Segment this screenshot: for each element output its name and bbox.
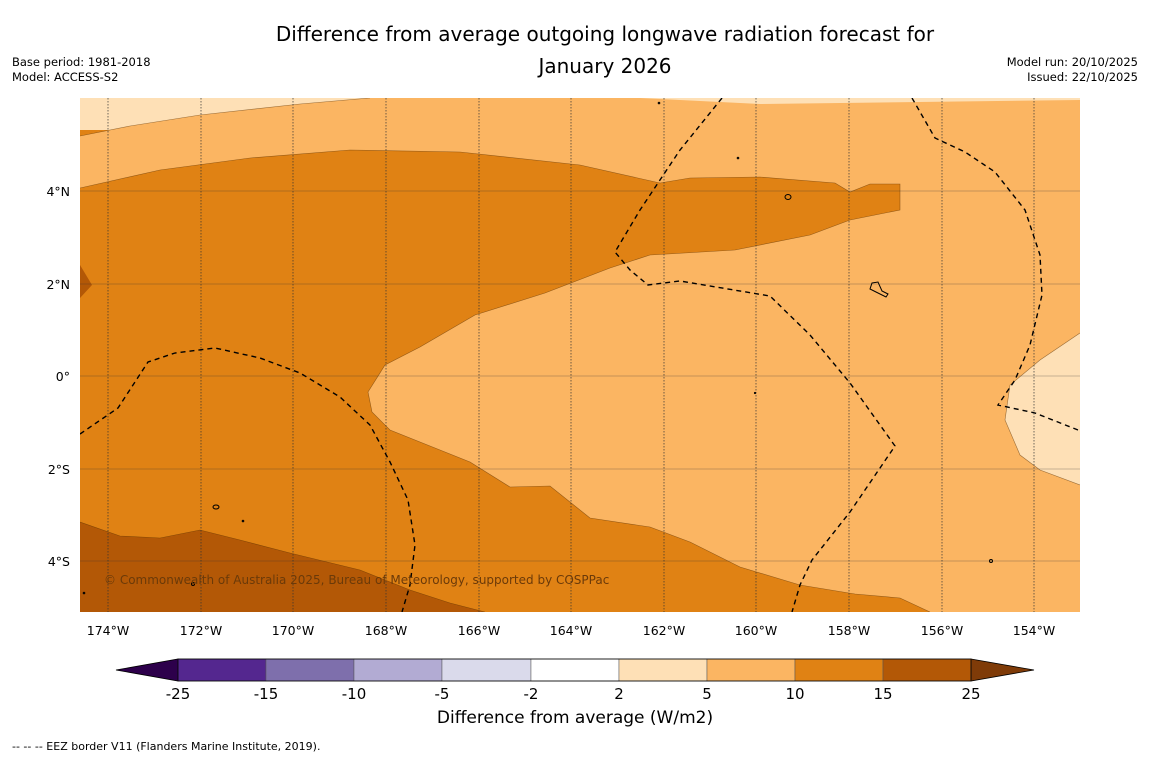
colorbar-tick-label: -10	[342, 685, 367, 703]
island-outline	[212, 504, 220, 510]
map-fill-layers: © Commonwealth of Australia 2025, Bureau…	[80, 98, 1080, 612]
longitude-label: 160°W	[735, 623, 777, 638]
island-outline	[869, 281, 889, 298]
colorbar-tick-label: -25	[166, 685, 191, 703]
colorbar: -25 -15 -10 -5 -2 2 5 10 15 25	[115, 658, 1035, 703]
colorbar-tick-label: -15	[254, 685, 279, 703]
longitude-label: 172°W	[180, 623, 222, 638]
island-outline	[657, 101, 661, 105]
colorbar-tick-label: -2	[524, 685, 539, 703]
band-5-10-north	[80, 98, 1080, 612]
longitude-label: 166°W	[458, 623, 500, 638]
latitude-label: 4°N	[46, 184, 70, 199]
meta-right: Model run: 20/10/2025 Issued: 22/10/2025	[1007, 55, 1138, 85]
colorbar-outline	[177, 658, 972, 682]
colorbar-segment	[706, 658, 796, 682]
graticule	[80, 98, 1080, 612]
island-outline	[989, 559, 993, 563]
longitude-label: 154°W	[1013, 623, 1055, 638]
longitude-label: 156°W	[921, 623, 963, 638]
longitude-label: 164°W	[550, 623, 592, 638]
colorbar-tick-label: 25	[961, 685, 980, 703]
longitude-labels: 174°W 172°W 170°W 168°W 166°W 164°W 162°W 160°W…	[87, 623, 1055, 638]
island-outline	[241, 519, 245, 523]
latitude-label: 0°	[56, 369, 70, 384]
band-15-25-south	[80, 522, 485, 612]
colorbar-segment	[353, 658, 443, 682]
colorbar-tick-label: 5	[702, 685, 712, 703]
chart-title-line1: Difference from average outgoing longwav…	[275, 22, 935, 46]
colorbar-tick-label: 10	[785, 685, 804, 703]
band-2-5-east	[1005, 333, 1080, 485]
colorbar-segment	[441, 658, 532, 682]
latitude-label: 2°S	[48, 462, 70, 477]
eez-border-east	[911, 98, 1079, 431]
island-outline	[82, 591, 86, 595]
eez-border-central	[614, 98, 896, 612]
island-outline	[784, 194, 792, 200]
eez-borders	[80, 98, 1079, 612]
colorbar-tick-label: -5	[435, 685, 450, 703]
colorbar-tick-label: 15	[873, 685, 892, 703]
colorbar-segment	[882, 658, 972, 682]
colorbar-label: Difference from average (W/m2)	[436, 708, 714, 728]
latitude-labels: 4°N 2°N 0° 2°S 4°S	[46, 184, 70, 569]
chart-title-line2: January 2026	[538, 54, 672, 78]
eez-footnote: -- -- -- EEZ border V11 (Flanders Marine…	[12, 740, 321, 753]
colorbar-segment	[265, 658, 355, 682]
colorbar-segment	[530, 658, 620, 682]
issued-text: Issued: 22/10/2025	[1027, 70, 1138, 84]
island-outline	[191, 582, 195, 586]
colorbar-segment	[794, 658, 884, 682]
latitude-label: 2°N	[46, 277, 70, 292]
band-15-25-west-patch	[80, 265, 92, 298]
islands	[82, 101, 993, 595]
band-contours	[80, 98, 1080, 612]
island-outline	[736, 156, 740, 160]
copyright-text: © Commonwealth of Australia 2025, Bureau…	[104, 573, 609, 587]
island-outline	[753, 391, 757, 395]
longitude-label: 162°W	[643, 623, 685, 638]
meta-left: Base period: 1981-2018 Model: ACCESS-S2	[12, 55, 151, 85]
latitude-label: 4°S	[48, 554, 70, 569]
longitude-label: 174°W	[87, 623, 129, 638]
longitude-label: 158°W	[828, 623, 870, 638]
chart-title: Difference from average outgoing longwav…	[230, 18, 980, 82]
colorbar-over-arrow	[970, 658, 1035, 682]
eez-border-west	[80, 347, 416, 612]
longitude-label: 170°W	[272, 623, 314, 638]
colorbar-segment	[618, 658, 708, 682]
model-text: Model: ACCESS-S2	[12, 70, 119, 84]
model-run-text: Model run: 20/10/2025	[1006, 55, 1138, 69]
colorbar-under-arrow	[115, 658, 179, 682]
colorbar-tick-label: 2	[614, 685, 624, 703]
base-period-text: Base period: 1981-2018	[12, 55, 151, 69]
longitude-label: 168°W	[365, 623, 407, 638]
colorbar-segment	[177, 658, 267, 682]
